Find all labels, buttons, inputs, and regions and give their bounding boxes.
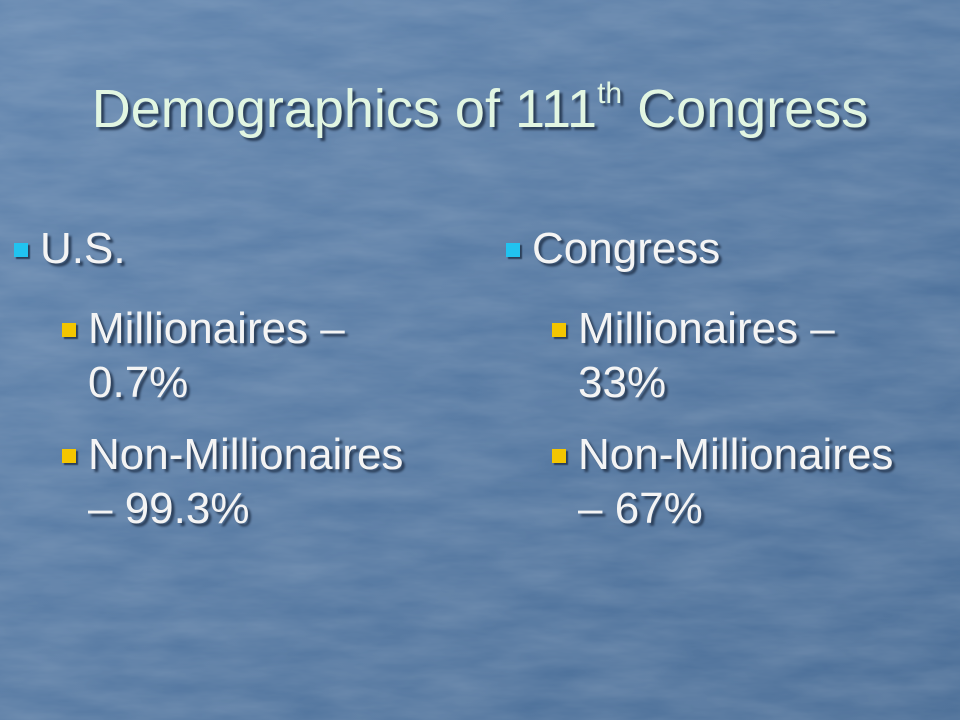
bullet-marker [14, 243, 28, 257]
bullet-heading: Congress [506, 222, 847, 276]
title-text: Demographics of 111 [91, 79, 598, 139]
sub-bullet-line: Non-Millionaires [88, 430, 404, 479]
sub-bullet-marker [552, 323, 566, 337]
heading-text: U.S. [40, 224, 126, 273]
bullet-marker [506, 243, 520, 257]
sub-bullet-line: 33% [578, 358, 667, 407]
sub-bullet: Non-Millionaires – 67% [552, 428, 894, 536]
sub-bullet: Millionaires – 33% [552, 302, 893, 410]
sub-bullet-line: – 67% [578, 484, 703, 533]
column: Congress Millionaires – 33% Non-Millionaire… [506, 222, 893, 536]
heading-text: Congress [532, 224, 721, 273]
sub-bullet: Millionaires – 0.7% [62, 302, 403, 410]
column: U.S. Millionaires – 0.7% Non-Millionaires – … [14, 222, 403, 536]
title-superscript: th [597, 77, 623, 110]
slide-title: Demographics of 111th Congress [0, 78, 960, 140]
sub-bullet: Non-Millionaires – 99.3% [62, 428, 404, 536]
sub-bullet-line: Millionaires – [88, 304, 345, 353]
sub-bullet-line: – 99.3% [88, 484, 250, 533]
sub-bullet-marker [62, 323, 76, 337]
sub-bullet-marker [552, 449, 566, 463]
sub-bullet-line: 0.7% [88, 358, 189, 407]
sub-bullet-line: Millionaires – [578, 304, 835, 353]
sub-bullet-line: Non-Millionaires [578, 430, 894, 479]
bullet-heading: U.S. [14, 222, 355, 276]
title-suffix: Congress [622, 79, 869, 139]
sub-bullet-marker [62, 449, 76, 463]
